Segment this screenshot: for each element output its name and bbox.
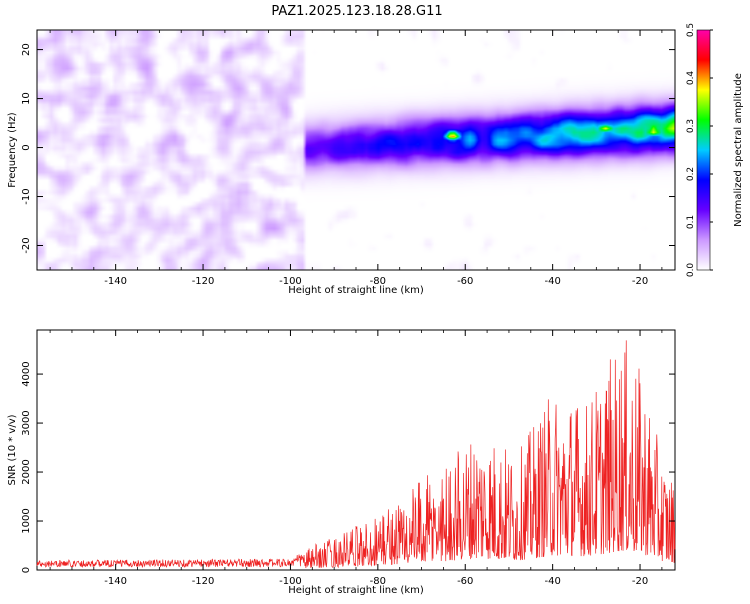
spectrogram-y-tick-label: -20 <box>21 237 32 253</box>
colorbar-tick-label: 0.0 <box>686 263 696 278</box>
snr-x-axis-label: Height of straight line (km) <box>288 585 424 596</box>
colorbar-tick-label: 0.4 <box>686 71 696 86</box>
figure-title: PAZ1.2025.123.18.28.G11 <box>271 4 442 19</box>
spectrogram-x-tick-label: -40 <box>544 276 560 287</box>
snr-y-tick-label: 4000 <box>21 361 32 386</box>
snr-panel: -140 -120 -100 -80 -60 -40 -20 0 1000 2000 3000 400… <box>7 329 676 596</box>
snr-series-line <box>36 340 676 569</box>
snr-y-tick-label: 1000 <box>21 508 32 533</box>
snr-x-tick-label: -120 <box>192 576 215 587</box>
spectrogram-y-axis-label: Frequency (Hz) <box>7 112 18 188</box>
colorbar-tick-label: 0.1 <box>686 215 696 229</box>
colorbar-tick-label: 0.3 <box>686 119 696 133</box>
spectrogram-x-tick-label: -60 <box>457 276 473 287</box>
snr-y-tick-label: 2000 <box>21 459 32 484</box>
snr-x-tick-label: -80 <box>370 576 386 587</box>
spectrogram-y-tick-label: 0 <box>21 144 32 150</box>
spectrogram-x-tick-label: -80 <box>370 276 386 287</box>
spectrogram-x-axis-label: Height of straight line (km) <box>288 285 424 296</box>
spectrogram-y-tick-label: -10 <box>21 188 32 204</box>
colorbar-ticks: 0.0 0.1 0.2 0.3 0.4 0.5 <box>686 23 713 277</box>
colorbar-gradient <box>696 29 711 271</box>
snr-x-tick-label: -40 <box>544 576 560 587</box>
spectrogram-x-tick-label: -20 <box>632 276 648 287</box>
snr-y-tick-label: 3000 <box>21 410 32 435</box>
spectrogram-heatmap <box>37 30 675 270</box>
colorbar-label: Normalized spectral amplitude <box>733 73 744 227</box>
snr-ticks: -140 -120 -100 -80 -60 -40 -20 0 1000 2000 3000 400… <box>21 330 675 587</box>
spectrogram-x-tick-label: -100 <box>279 276 302 287</box>
colorbar-tick-label: 0.2 <box>686 167 696 181</box>
snr-y-axis-label: SNR (10 * v/v) <box>7 414 18 485</box>
snr-x-tick-label: -100 <box>279 576 302 587</box>
colorbar-tick-label: 0.5 <box>686 23 696 37</box>
snr-x-tick-label: -20 <box>632 576 648 587</box>
snr-x-tick-label: -140 <box>104 576 127 587</box>
spectrogram-y-tick-label: 10 <box>21 92 32 105</box>
spectrogram-y-tick-label: 20 <box>21 43 32 56</box>
snr-y-tick-label: 0 <box>21 567 32 573</box>
spectrogram-x-tick-label: -120 <box>192 276 215 287</box>
spectrogram-x-tick-label: -140 <box>104 276 127 287</box>
snr-x-tick-label: -60 <box>457 576 473 587</box>
colorbar: 0.0 0.1 0.2 0.3 0.4 0.5 Normalized spectral a… <box>686 23 744 277</box>
